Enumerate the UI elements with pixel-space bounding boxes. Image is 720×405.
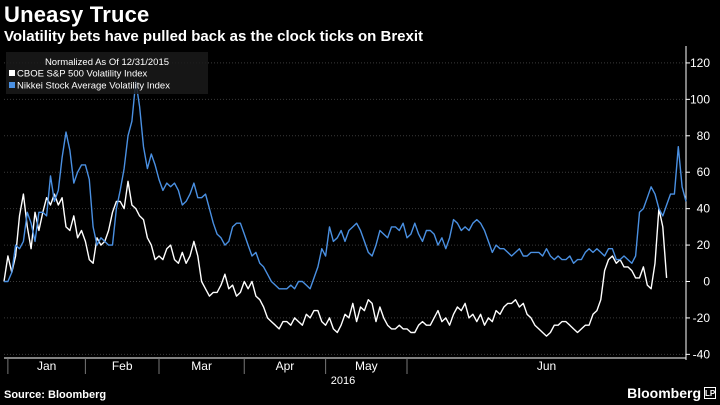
y-tick-label: 20: [697, 238, 711, 252]
legend-background: [6, 52, 208, 94]
brand-logo-icon: LP: [704, 387, 716, 399]
legend-swatch-vix: [9, 70, 15, 76]
legend-swatch-nikkei: [9, 82, 15, 88]
grid-lines: [4, 62, 686, 355]
y-tick-label: 80: [697, 129, 711, 143]
x-axis: Jan Feb Mar Apr May Jun: [4, 357, 686, 374]
chart-title: Uneasy Truce: [4, 2, 150, 27]
y-tick-label: 0: [703, 275, 710, 289]
x-tick-label: Mar: [191, 359, 212, 373]
x-axis-year-label: 2016: [331, 375, 355, 387]
x-tick-label: Feb: [112, 359, 133, 373]
x-tick-label: Jan: [37, 359, 56, 373]
chart-subtitle: Volatility bets have pulled back as the …: [4, 28, 424, 45]
series-lines: [3, 80, 687, 337]
y-axis: -40 -20 0 20 40 60 80 100 120: [685, 46, 711, 361]
legend: Normalized As Of 12/31/2015 CBOE S&P 500…: [6, 52, 208, 94]
brand-name: Bloomberg: [627, 385, 701, 401]
source-note: Source: Bloomberg: [4, 389, 107, 401]
series-line-vix: [3, 180, 668, 337]
legend-label-nikkei: Nikkei Stock Average Volatility Index: [17, 81, 170, 92]
y-tick-label: -40: [693, 347, 711, 361]
legend-label-vix: CBOE S&P 500 Volatility Index: [17, 69, 148, 80]
x-tick-label: Jun: [537, 359, 556, 373]
y-tick-label: 100: [690, 92, 710, 106]
y-tick-label: 40: [697, 202, 711, 216]
legend-title: Normalized As Of 12/31/2015: [45, 57, 169, 68]
y-tick-label: 60: [697, 165, 711, 179]
y-tick-label: -20: [693, 311, 711, 325]
series-line-nikkei: [4, 80, 687, 290]
brand: Bloomberg LP: [627, 385, 716, 401]
x-tick-label: Apr: [276, 359, 295, 373]
y-tick-label: 120: [690, 56, 710, 70]
x-tick-label: May: [355, 359, 378, 373]
